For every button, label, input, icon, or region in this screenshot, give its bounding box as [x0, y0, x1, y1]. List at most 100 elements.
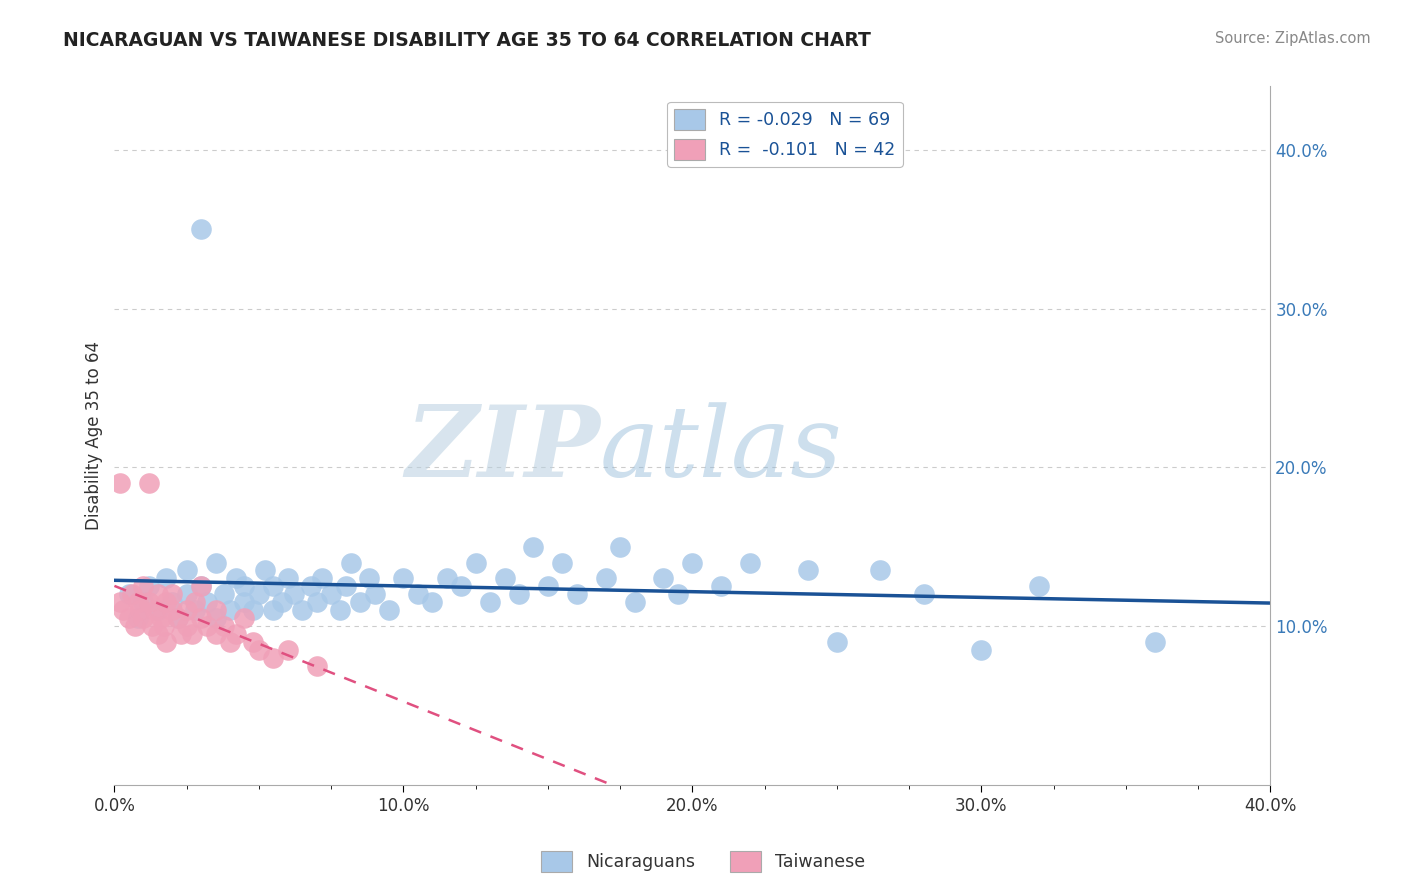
Point	[277, 643, 299, 657]
Point	[146, 627, 169, 641]
Point	[537, 579, 560, 593]
Point	[167, 611, 190, 625]
Point	[335, 579, 357, 593]
Point	[155, 635, 177, 649]
Point	[710, 579, 733, 593]
Y-axis label: Disability Age 35 to 64: Disability Age 35 to 64	[86, 341, 103, 530]
Point	[190, 579, 212, 593]
Point	[1143, 635, 1166, 649]
Point	[132, 611, 155, 625]
Point	[247, 587, 270, 601]
Point	[176, 587, 198, 601]
Point	[609, 540, 631, 554]
Point	[436, 571, 458, 585]
Point	[204, 611, 226, 625]
Point	[127, 611, 149, 625]
Point	[143, 603, 166, 617]
Point	[181, 627, 204, 641]
Point	[138, 595, 160, 609]
Point	[233, 595, 256, 609]
Point	[299, 579, 322, 593]
Point	[277, 571, 299, 585]
Point	[349, 595, 371, 609]
Point	[912, 587, 935, 601]
Point	[242, 635, 264, 649]
Point	[176, 619, 198, 633]
Point	[195, 619, 218, 633]
Point	[242, 603, 264, 617]
Point	[155, 571, 177, 585]
Point	[392, 571, 415, 585]
Point	[681, 556, 703, 570]
Point	[127, 595, 149, 609]
Text: ZIP: ZIP	[405, 401, 600, 498]
Point	[508, 587, 530, 601]
Point	[378, 603, 401, 617]
Point	[262, 650, 284, 665]
Point	[825, 635, 848, 649]
Point	[149, 611, 172, 625]
Point	[1028, 579, 1050, 593]
Point	[195, 595, 218, 609]
Point	[152, 619, 174, 633]
Point	[420, 595, 443, 609]
Point	[190, 611, 212, 625]
Point	[406, 587, 429, 601]
Point	[652, 571, 675, 585]
Point	[204, 627, 226, 641]
Point	[247, 643, 270, 657]
Point	[108, 476, 131, 491]
Point	[184, 603, 207, 617]
Point	[190, 222, 212, 236]
Point	[212, 587, 235, 601]
Point	[190, 579, 212, 593]
Point	[170, 627, 193, 641]
Point	[329, 603, 352, 617]
Point	[666, 587, 689, 601]
Point	[869, 564, 891, 578]
Point	[291, 603, 314, 617]
Point	[155, 595, 177, 609]
Point	[141, 619, 163, 633]
Point	[740, 556, 762, 570]
Point	[271, 595, 294, 609]
Point	[176, 564, 198, 578]
Point	[623, 595, 645, 609]
Point	[522, 540, 544, 554]
Text: atlas: atlas	[600, 402, 842, 497]
Point	[262, 603, 284, 617]
Point	[363, 587, 385, 601]
Point	[225, 571, 247, 585]
Point	[132, 595, 155, 609]
Point	[321, 587, 343, 601]
Point	[176, 603, 198, 617]
Text: Source: ZipAtlas.com: Source: ZipAtlas.com	[1215, 31, 1371, 46]
Point	[253, 564, 276, 578]
Point	[184, 595, 207, 609]
Point	[233, 611, 256, 625]
Point	[565, 587, 588, 601]
Point	[970, 643, 993, 657]
Point	[311, 571, 333, 585]
Point	[160, 595, 183, 609]
Point	[305, 658, 328, 673]
Point	[283, 587, 305, 601]
Point	[118, 611, 141, 625]
Point	[212, 619, 235, 633]
Point	[551, 556, 574, 570]
Point	[450, 579, 472, 593]
Point	[305, 595, 328, 609]
Point	[129, 603, 152, 617]
Point	[138, 476, 160, 491]
Point	[233, 579, 256, 593]
Point	[121, 587, 143, 601]
Point	[204, 556, 226, 570]
Legend: R = -0.029   N = 69, R =  -0.101   N = 42: R = -0.029 N = 69, R = -0.101 N = 42	[668, 102, 903, 167]
Point	[167, 611, 190, 625]
Point	[219, 603, 242, 617]
Point	[124, 619, 146, 633]
Point	[160, 587, 183, 601]
Point	[595, 571, 617, 585]
Point	[797, 564, 820, 578]
Point	[112, 603, 135, 617]
